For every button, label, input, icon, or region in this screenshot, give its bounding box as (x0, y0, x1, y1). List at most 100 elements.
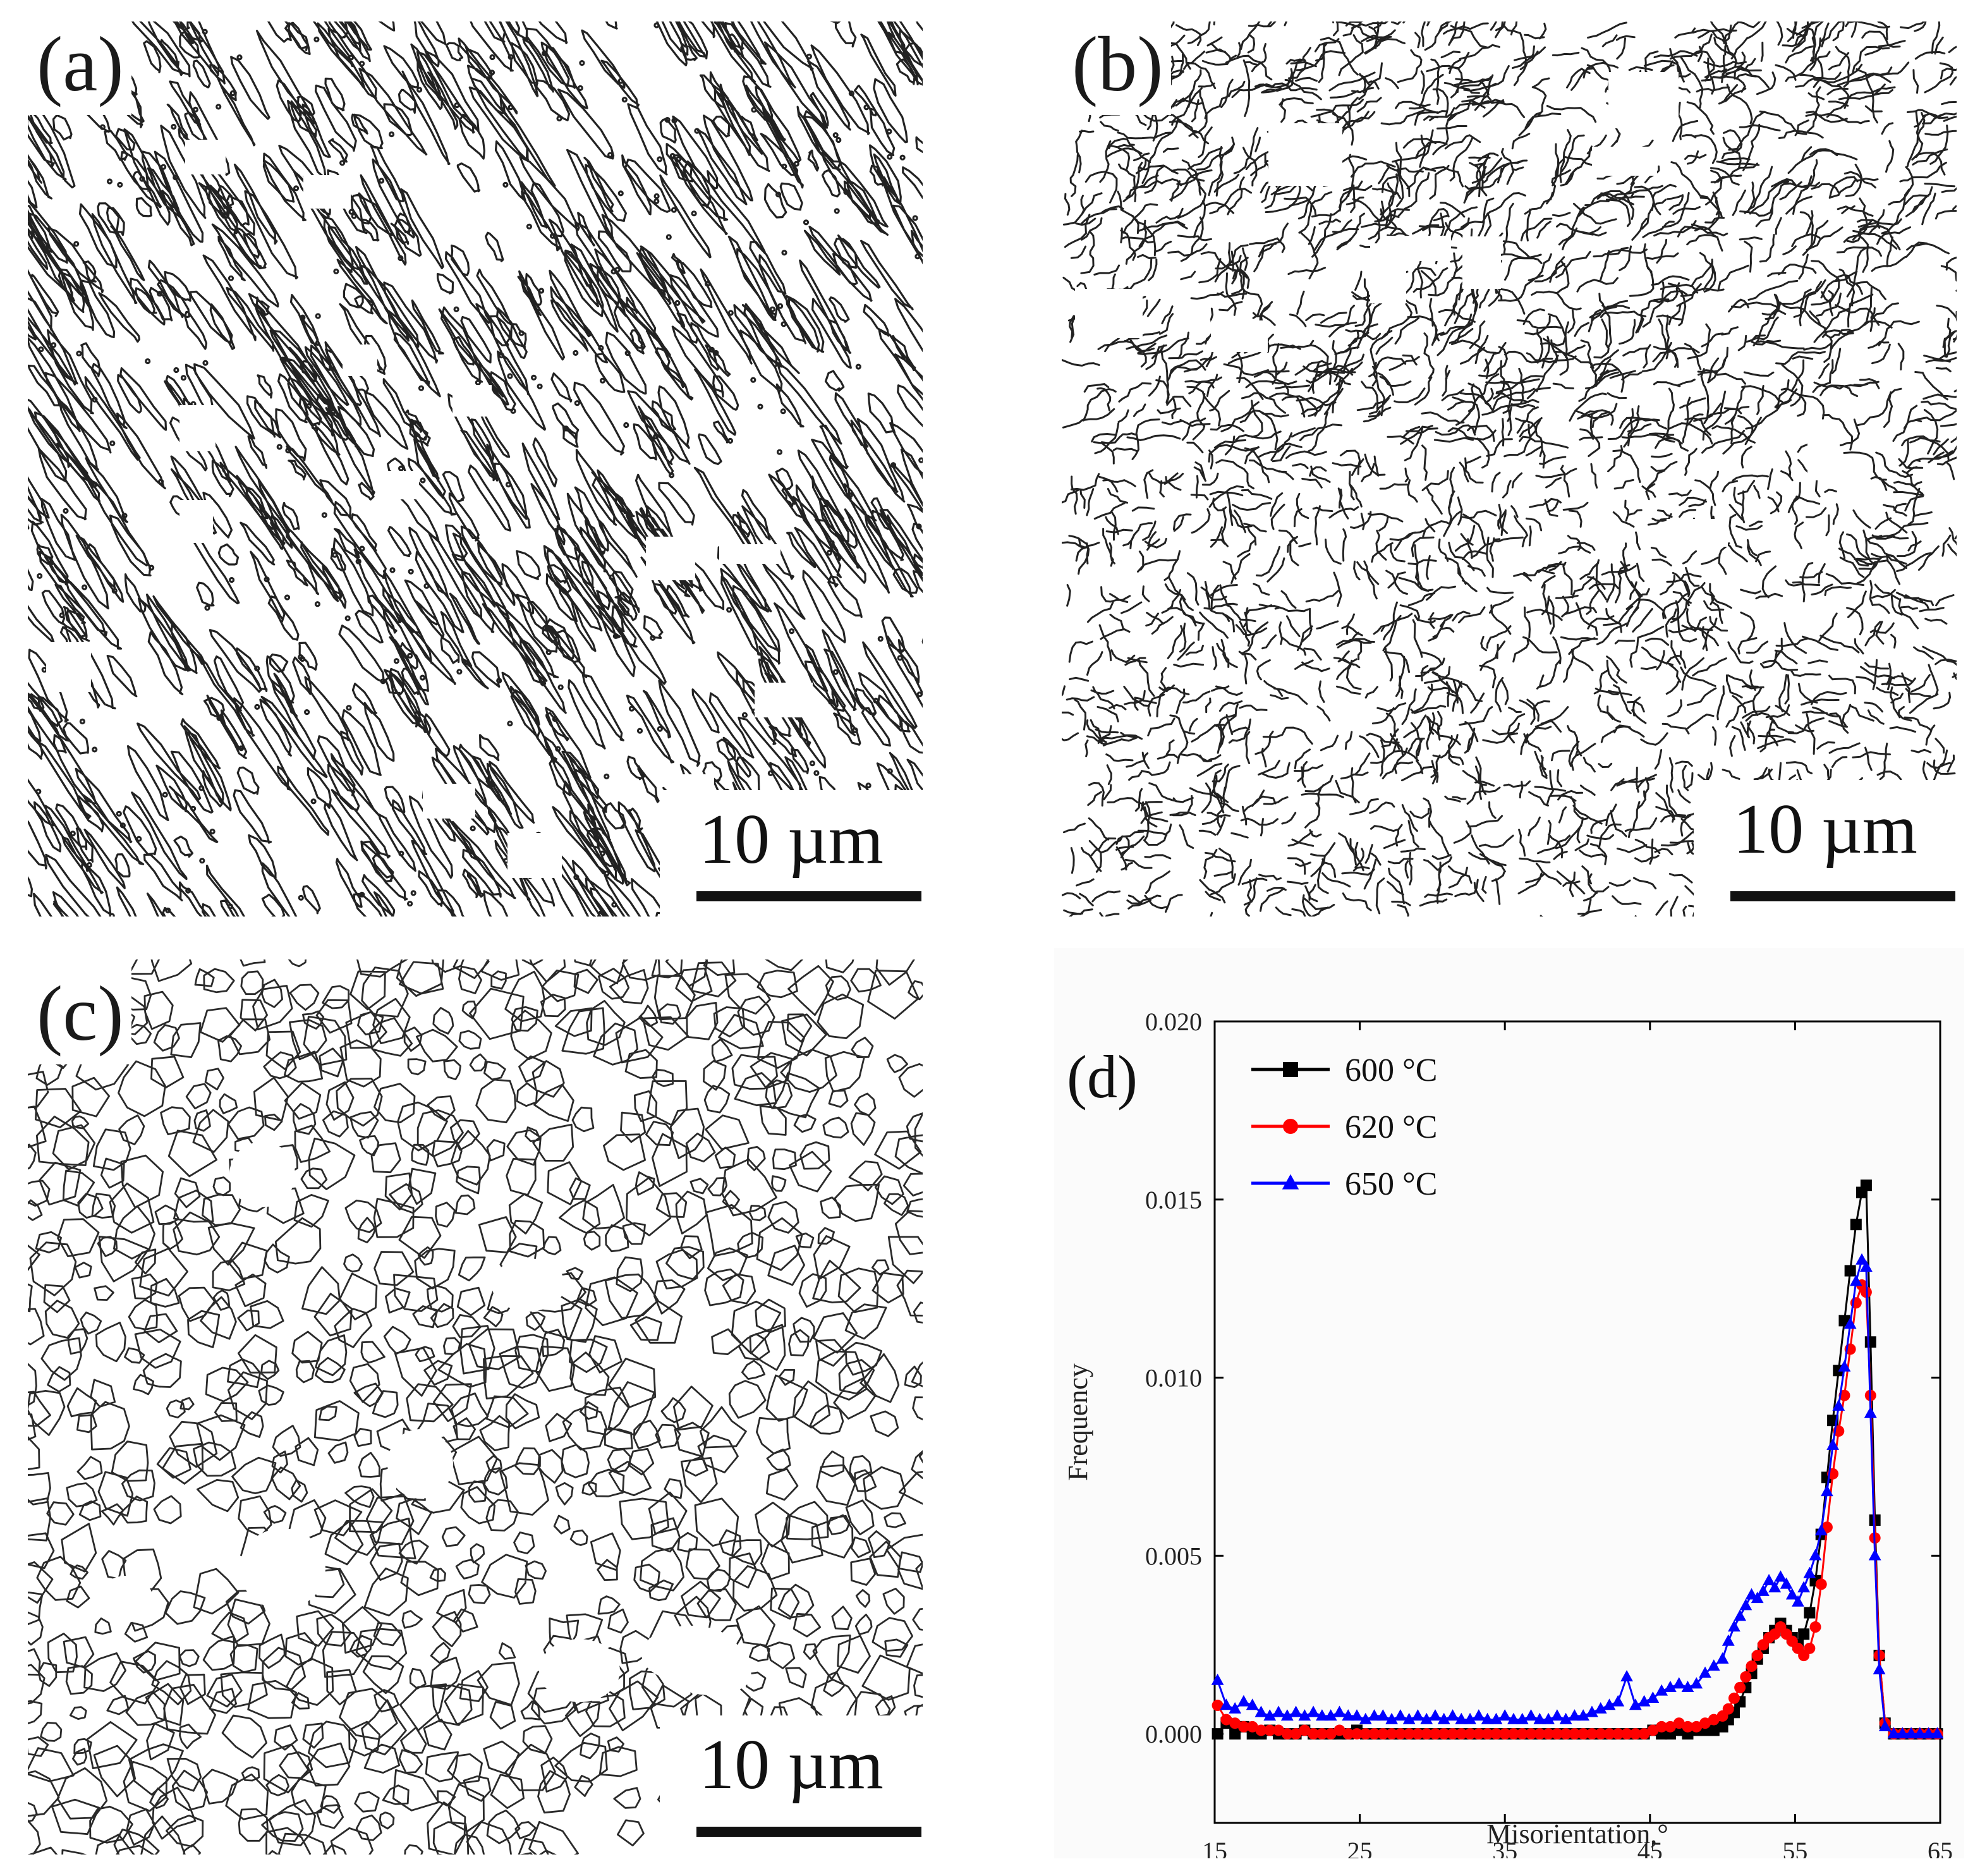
data-point (1324, 1709, 1337, 1721)
data-point (1420, 1712, 1433, 1724)
data-point (1229, 1717, 1241, 1729)
data-point (1620, 1670, 1633, 1682)
data-point (1905, 1727, 1917, 1739)
data-point (1603, 1698, 1616, 1710)
data-point (1646, 1691, 1660, 1703)
data-point (1768, 1581, 1782, 1593)
grain-boundary-map-a (28, 21, 923, 917)
data-point (1637, 1695, 1651, 1707)
data-point (1254, 1705, 1268, 1717)
data-point (1716, 1652, 1729, 1664)
misorientation-chart: 15 25 35 45 55 65 0.000 0.005 0.010 0.015 0.020 60… (1062, 1008, 1953, 1858)
data-point (1746, 1660, 1758, 1672)
data-point (1638, 1728, 1650, 1740)
data-point (1472, 1709, 1485, 1721)
chart-panel-d: 15 25 35 45 55 65 0.000 0.005 0.010 0.015 0.020 60… (1054, 948, 1964, 1858)
data-point (1525, 1728, 1537, 1740)
data-point (1860, 1179, 1872, 1191)
data-point (1446, 1709, 1459, 1721)
data-point (1385, 1712, 1399, 1724)
data-point (1394, 1709, 1407, 1721)
data-point (1868, 1549, 1881, 1561)
data-point (1855, 1253, 1868, 1265)
data-point (1751, 1650, 1763, 1662)
data-point (1307, 1705, 1320, 1717)
data-point (1403, 1728, 1415, 1740)
data-point (1821, 1485, 1833, 1497)
data-point (1722, 1703, 1734, 1715)
plot-frame (1213, 1020, 1941, 1824)
x-axis-title: Misorientation,° (1486, 1818, 1668, 1849)
data-point (1656, 1721, 1668, 1733)
data-point (1751, 1592, 1764, 1604)
data-point (1543, 1728, 1555, 1740)
data-point (1516, 1728, 1528, 1740)
data-point (1559, 1712, 1572, 1724)
data-point (1803, 1566, 1816, 1578)
data-point (1299, 1724, 1311, 1736)
data-point (1864, 1336, 1876, 1348)
data-point (1797, 1581, 1811, 1593)
data-point (1412, 1728, 1424, 1740)
scale-bar-box-c: 10 µm (660, 1715, 923, 1855)
data-point (1913, 1727, 1926, 1739)
data-point (1707, 1659, 1720, 1671)
scale-bar-box-b: 10 µm (1694, 780, 1957, 917)
data-point (1629, 1698, 1642, 1710)
data-point (1629, 1728, 1641, 1740)
data-point (1763, 1573, 1775, 1585)
data-point (1283, 1062, 1298, 1077)
data-point (1359, 1712, 1372, 1724)
scale-bar-b (1730, 891, 1955, 901)
data-point (1734, 1681, 1746, 1693)
data-point (1699, 1666, 1711, 1678)
data-point (1386, 1728, 1398, 1740)
data-point (1229, 1702, 1242, 1714)
data-point (1647, 1724, 1659, 1736)
data-point (1815, 1578, 1827, 1590)
grain-boundary-map-c (28, 959, 923, 1855)
legend-item: 620 °C (1251, 1109, 1437, 1145)
data-point (1283, 1119, 1298, 1134)
y-tick-label: 0.020 (1145, 1008, 1202, 1036)
data-point (1896, 1727, 1909, 1739)
data-point (1785, 1588, 1799, 1600)
data-point (1490, 1712, 1503, 1724)
data-point (1864, 1406, 1877, 1418)
data-point (1438, 1728, 1450, 1740)
data-point (1533, 1712, 1546, 1724)
data-point (1359, 1728, 1371, 1740)
boundary-group (28, 21, 923, 917)
micrograph-panel-b: (b) 10 µm (1062, 21, 1957, 917)
data-point (1655, 1684, 1668, 1696)
data-point (1832, 1399, 1845, 1411)
data-point (1844, 1265, 1856, 1277)
x-tick-label: 35 (1492, 1837, 1517, 1858)
data-point (1429, 1728, 1441, 1740)
data-point (1534, 1728, 1546, 1740)
data-point (1728, 1692, 1740, 1704)
data-point (1708, 1724, 1720, 1736)
data-point (1682, 1721, 1694, 1733)
data-point (1298, 1709, 1311, 1721)
legend-item: 650 °C (1251, 1166, 1437, 1202)
series-line (1217, 1282, 1938, 1735)
x-tick-label: 15 (1202, 1837, 1227, 1858)
data-point (1316, 1728, 1328, 1740)
legend-label: 650 °C (1345, 1166, 1437, 1202)
data-point (1756, 1584, 1770, 1596)
data-point (1272, 1705, 1285, 1717)
data-point (1804, 1642, 1816, 1654)
legend-label: 600 °C (1345, 1052, 1437, 1088)
data-point (1229, 1728, 1241, 1740)
data-point (1212, 1700, 1224, 1712)
data-point (1211, 1673, 1224, 1685)
data-point (1507, 1712, 1520, 1724)
data-point (1664, 1721, 1676, 1733)
data-point (1499, 1728, 1511, 1740)
data-point (1447, 1728, 1459, 1740)
series-line (1217, 1182, 1938, 1736)
data-point (1351, 1728, 1363, 1740)
data-point (1524, 1709, 1538, 1721)
panel-label-a: (a) (28, 21, 131, 115)
